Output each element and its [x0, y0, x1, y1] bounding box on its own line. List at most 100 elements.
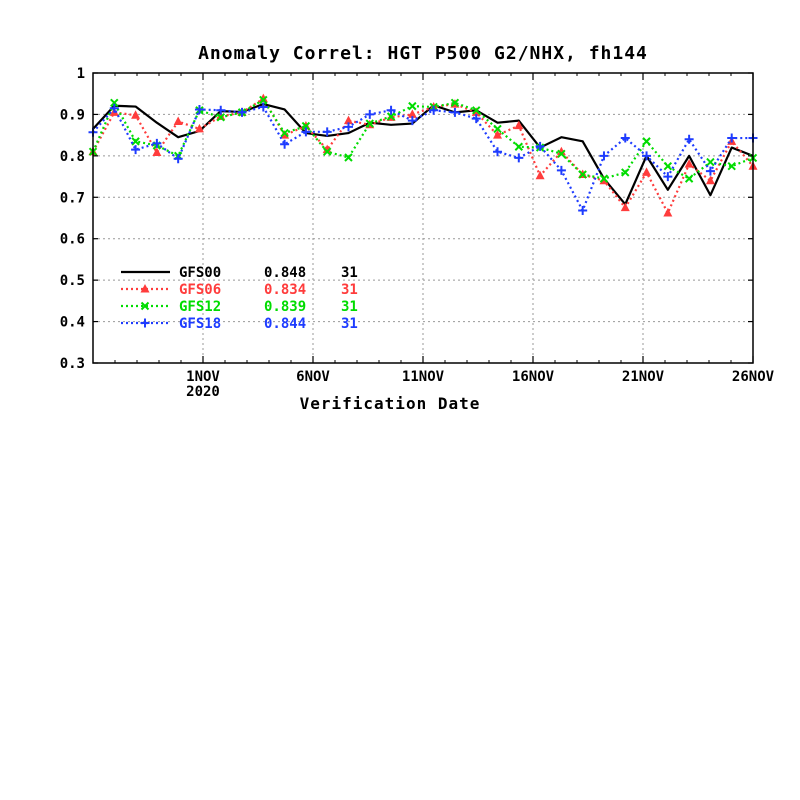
x-tick-label: 6NOV [296, 369, 330, 385]
legend-marker-gfs18 [140, 318, 150, 328]
series-line-gfs00 [92, 102, 754, 206]
legend-name: GFS12 [179, 299, 221, 315]
data-point-gfs18 [642, 151, 652, 161]
legend-name: GFS00 [179, 265, 221, 281]
x-tick-label: 1NOV [186, 369, 220, 385]
data-point-gfs18 [684, 134, 694, 144]
legend-count: 31 [341, 299, 358, 315]
x-tick-label: 21NOV [622, 369, 665, 385]
chart-title: Anomaly Correl: HGT P500 G2/NHX, fh144 [198, 43, 648, 64]
data-point-gfs06 [514, 120, 524, 130]
series-line-gfs06 [92, 97, 754, 215]
data-point-gfs18 [450, 107, 460, 117]
y-tick-label: 0.9 [60, 107, 85, 123]
data-point-gfs18 [514, 153, 524, 163]
data-point-gfs06 [642, 167, 652, 176]
data-point-gfs18 [429, 105, 439, 115]
legend-marker-gfs06 [140, 284, 150, 293]
data-point-gfs12 [557, 149, 566, 158]
data-point-gfs18 [280, 139, 290, 149]
legend-mean: 0.839 [264, 299, 306, 315]
x-axis-label: Verification Date [300, 394, 481, 413]
x-tick-label: 11NOV [402, 369, 445, 385]
data-point-gfs06 [216, 111, 226, 120]
data-point-gfs06 [343, 115, 353, 125]
data-point-gfs12 [280, 128, 289, 138]
legend-count: 31 [341, 316, 358, 332]
y-tick-label: 0.7 [60, 190, 85, 206]
data-point-gfs06 [556, 146, 566, 156]
data-point-gfs12 [493, 124, 502, 134]
data-point-gfs18 [535, 141, 545, 151]
data-point-gfs12 [599, 174, 609, 183]
data-point-gfs18 [109, 103, 119, 113]
data-point-gfs18 [131, 145, 141, 155]
data-point-gfs18 [471, 114, 481, 124]
data-point-gfs18 [556, 165, 566, 175]
data-point-gfs12 [472, 106, 481, 115]
data-point-gfs06 [493, 130, 503, 139]
data-point-gfs18 [578, 206, 588, 216]
series-line-gfs12 [91, 98, 754, 180]
data-point-gfs12 [450, 98, 460, 108]
y-tick-label: 0.6 [60, 232, 85, 248]
data-point-gfs06 [705, 175, 715, 185]
data-point-gfs12 [684, 174, 694, 183]
legend-entry-gfs12: GFS12 0.839 31 [121, 299, 358, 315]
legend-entry-gfs06: GFS06 0.834 31 [121, 282, 358, 298]
data-point-gfs06 [684, 159, 694, 168]
data-point-gfs18 [173, 154, 183, 164]
data-point-gfs18 [705, 166, 715, 176]
data-point-gfs18 [258, 102, 268, 112]
y-tick-label: 0.8 [60, 149, 85, 165]
series-line-gfs18 [92, 105, 753, 212]
data-point-gfs18 [194, 104, 204, 114]
legend-count: 31 [341, 282, 358, 298]
data-point-gfs18 [727, 133, 737, 143]
data-point-gfs06 [535, 170, 545, 180]
data-point-gfs18 [152, 138, 162, 148]
data-point-gfs18 [663, 172, 673, 182]
data-point-gfs12 [365, 119, 374, 128]
legend-count: 31 [341, 265, 358, 281]
data-point-gfs12 [301, 121, 311, 131]
data-point-gfs06 [131, 110, 141, 119]
data-point-gfs12 [110, 98, 119, 108]
y-tick-label: 0.5 [60, 273, 85, 289]
x-tick-label: 26NOV [732, 369, 775, 385]
legend-mean: 0.848 [264, 265, 306, 281]
data-point-gfs12 [642, 137, 651, 146]
legend-name: GFS06 [179, 282, 221, 298]
legend-entry-gfs00: GFS00 0.848 31 [121, 265, 358, 281]
data-point-gfs06 [258, 93, 268, 103]
x-tick-sublabel: 2020 [186, 384, 220, 400]
data-point-gfs06 [173, 116, 183, 125]
data-point-gfs18 [407, 116, 417, 126]
data-point-gfs18 [599, 151, 609, 161]
y-tick-label: 0.3 [60, 356, 85, 372]
legend-marker-gfs12 [140, 301, 150, 311]
data-point-gfs12 [621, 168, 630, 177]
series-gfs18 [88, 102, 758, 216]
data-point-gfs12 [259, 95, 268, 105]
legend-mean: 0.844 [264, 316, 306, 332]
data-point-gfs12 [216, 113, 225, 122]
series-gfs00 [92, 102, 754, 206]
data-point-gfs18 [237, 107, 247, 117]
data-point-gfs12 [408, 101, 417, 111]
legend-entry-gfs18: GFS18 0.844 31 [121, 316, 358, 332]
data-point-gfs12 [514, 142, 524, 151]
data-point-gfs18 [322, 127, 332, 137]
x-tick-label: 16NOV [512, 369, 555, 385]
data-point-gfs06 [620, 202, 630, 212]
data-point-gfs12 [727, 162, 736, 171]
data-point-gfs06 [194, 123, 204, 133]
series-gfs12 [88, 95, 758, 183]
legend-mean: 0.834 [264, 282, 306, 298]
data-point-gfs12 [663, 162, 673, 171]
data-point-gfs06 [322, 144, 332, 154]
data-point-gfs06 [407, 109, 417, 118]
